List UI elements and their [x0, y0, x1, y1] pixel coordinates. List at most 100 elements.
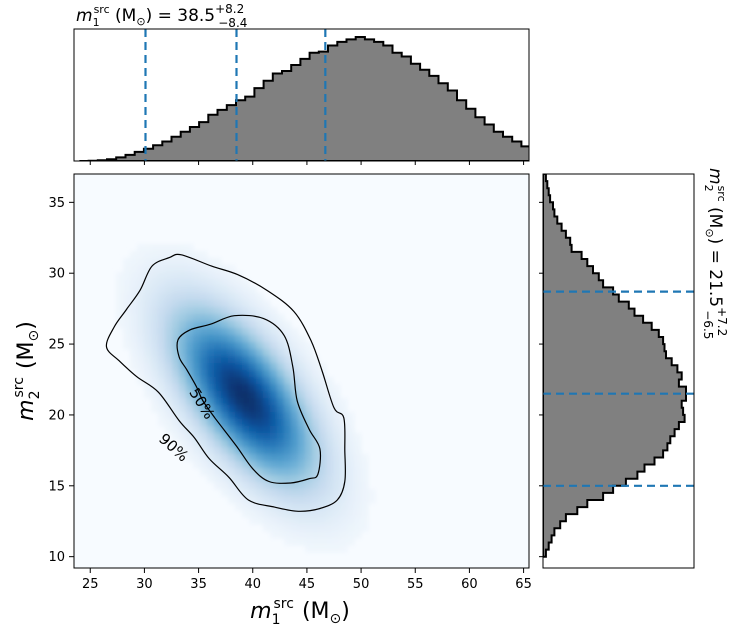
heatmap-cell	[207, 356, 215, 364]
heatmap-cell	[207, 412, 215, 420]
heatmap-cell	[137, 293, 145, 301]
heatmap-cell	[200, 377, 208, 385]
heatmap-cell	[242, 433, 250, 441]
heatmap-cell	[333, 384, 341, 392]
heatmap-cell	[326, 440, 334, 448]
m1-hist-fill	[79, 37, 529, 161]
heatmap-cell	[221, 468, 229, 476]
heatmap-cell	[137, 335, 145, 343]
heatmap-cell	[172, 335, 180, 343]
heatmap-cell	[165, 391, 173, 399]
heatmap-cell	[207, 272, 215, 280]
heatmap-cell	[347, 461, 355, 469]
heatmap-cell	[270, 426, 278, 434]
heatmap-cell	[158, 293, 166, 301]
heatmap-cell	[207, 461, 215, 469]
heatmap-cell	[256, 384, 264, 392]
heatmap-cell	[333, 489, 341, 497]
heatmap-cell	[137, 377, 145, 385]
heatmap-cell	[165, 272, 173, 280]
heatmap-cell	[186, 307, 194, 315]
heatmap-cell	[221, 335, 229, 343]
heatmap-cell	[333, 538, 341, 546]
heatmap-cell	[214, 405, 222, 413]
heatmap-cell	[130, 279, 138, 287]
heatmap-cell	[179, 265, 187, 273]
heatmap-cell	[305, 363, 313, 371]
heatmap-cell	[242, 342, 250, 350]
heatmap-cell	[214, 398, 222, 406]
heatmap-cell	[298, 419, 306, 427]
heatmap-cell	[172, 384, 180, 392]
heatmap-cell	[193, 342, 201, 350]
heatmap-cell	[340, 545, 348, 553]
heatmap-cell	[249, 454, 257, 462]
heatmap-cell	[116, 286, 124, 294]
heatmap-cell	[228, 335, 236, 343]
heatmap-cell	[291, 405, 299, 413]
heatmap-cell	[242, 363, 250, 371]
heatmap-cell	[319, 503, 327, 511]
heatmap-cell	[298, 475, 306, 483]
heatmap-cell	[256, 398, 264, 406]
heatmap-cell	[137, 265, 145, 273]
heatmap-cell	[123, 265, 131, 273]
heatmap-cell	[200, 279, 208, 287]
heatmap-cell	[221, 454, 229, 462]
joint-frame	[73, 173, 530, 569]
heatmap-cell	[179, 426, 187, 434]
heatmap-cell	[207, 363, 215, 371]
heatmap-cell	[354, 489, 362, 497]
heatmap-cell	[144, 300, 152, 308]
heatmap-cell	[214, 447, 222, 455]
heatmap-cell	[256, 426, 264, 434]
heatmap-cell	[172, 279, 180, 287]
heatmap-cell	[116, 307, 124, 315]
heatmap-cell	[291, 447, 299, 455]
heatmap-cell	[179, 314, 187, 322]
heatmap-cell	[200, 468, 208, 476]
heatmap-cell	[151, 307, 159, 315]
heatmap-cell	[193, 454, 201, 462]
heatmap-cell	[284, 531, 292, 539]
heatmap-cell	[193, 426, 201, 434]
heatmap-cell	[186, 391, 194, 399]
heatmap-cell	[200, 335, 208, 343]
heatmap-cell	[298, 377, 306, 385]
heatmap-cell	[312, 440, 320, 448]
heatmap-cell	[256, 293, 264, 301]
heatmap-cell	[144, 293, 152, 301]
heatmap-cell	[228, 293, 236, 301]
heatmap-cell	[291, 370, 299, 378]
heatmap-cell	[326, 398, 334, 406]
heatmap-cell	[214, 384, 222, 392]
heatmap-cell	[291, 503, 299, 511]
heatmap-cell	[249, 482, 257, 490]
heatmap-cell	[221, 475, 229, 483]
heatmap-cell	[151, 314, 159, 322]
heatmap-cell	[291, 538, 299, 546]
x-tick-label: 55	[407, 577, 424, 592]
heatmap-cell	[200, 405, 208, 413]
joint-x-ticks: 25 30 35 40 45 50 55 60 65	[82, 568, 532, 592]
heatmap-cell	[207, 279, 215, 287]
heatmap-cell	[130, 272, 138, 280]
heatmap-cell	[263, 328, 271, 336]
heatmap-cell	[193, 433, 201, 441]
x-tick-label: 25	[82, 577, 99, 592]
heatmap-cell	[277, 468, 285, 476]
heatmap-cell	[151, 356, 159, 364]
heatmap-cell	[123, 279, 131, 287]
heatmap-cell	[270, 510, 278, 518]
heatmap-cell	[193, 461, 201, 469]
heatmap-cell	[214, 349, 222, 357]
heatmap-cell	[144, 251, 152, 259]
heatmap-cell	[214, 475, 222, 483]
heatmap-cell	[249, 286, 257, 294]
heatmap-cell	[270, 440, 278, 448]
heatmap-cell	[312, 482, 320, 490]
heatmap-cell	[242, 398, 250, 406]
heatmap-cell	[158, 391, 166, 399]
heatmap-cell	[305, 440, 313, 448]
heatmap-cell	[361, 454, 369, 462]
